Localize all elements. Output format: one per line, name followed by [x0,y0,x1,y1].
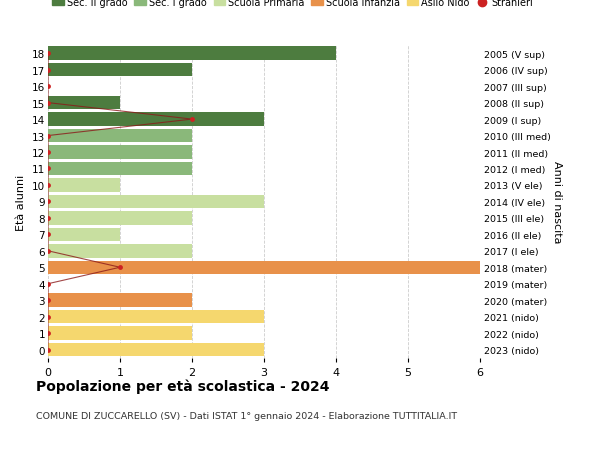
Bar [48,146,192,159]
Bar [48,64,192,77]
Bar [48,97,120,110]
Bar [48,212,192,225]
Text: COMUNE DI ZUCCARELLO (SV) - Dati ISTAT 1° gennaio 2024 - Elaborazione TUTTITALIA: COMUNE DI ZUCCARELLO (SV) - Dati ISTAT 1… [36,411,457,420]
Bar [48,310,264,324]
Bar [48,129,192,143]
Bar [48,228,120,241]
Y-axis label: Età alunni: Età alunni [16,174,26,230]
Bar [48,294,192,307]
Bar [48,179,120,192]
Bar [48,261,480,274]
Y-axis label: Anni di nascita: Anni di nascita [552,161,562,243]
Bar [48,195,264,209]
Text: Popolazione per età scolastica - 2024: Popolazione per età scolastica - 2024 [36,379,329,393]
Bar [48,113,264,127]
Legend: Sec. II grado, Sec. I grado, Scuola Primaria, Scuola Infanzia, Asilo Nido, Stran: Sec. II grado, Sec. I grado, Scuola Prim… [49,0,537,12]
Bar [48,47,336,61]
Bar [48,162,192,176]
Bar [48,327,192,340]
Bar [48,343,264,357]
Bar [48,245,192,258]
